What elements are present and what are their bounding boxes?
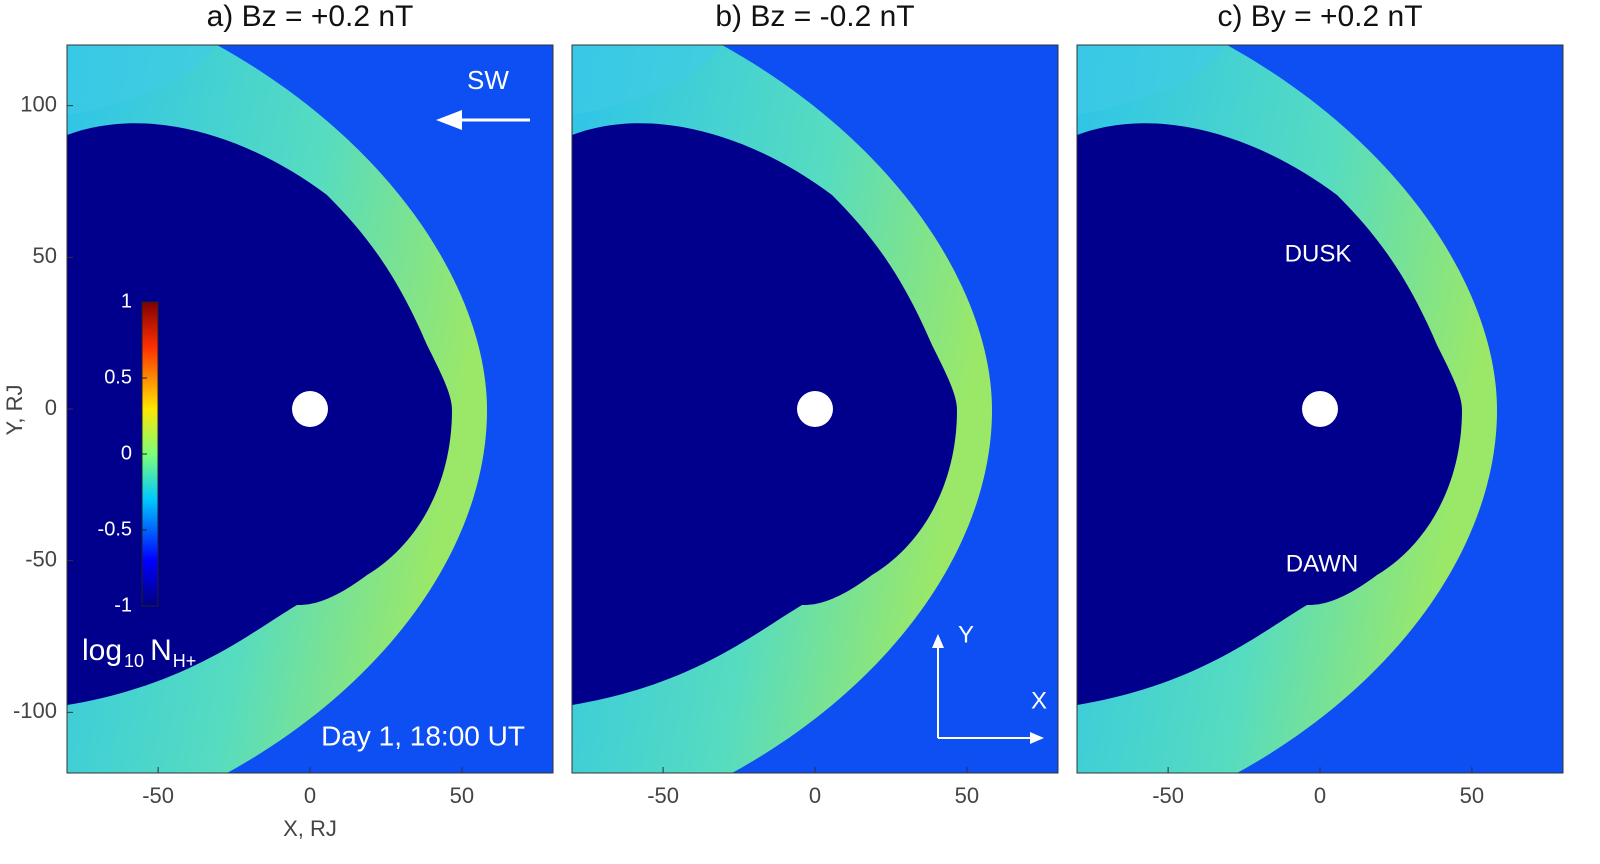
y-tick-label: 0: [45, 395, 57, 420]
x-tick-label: -50: [142, 783, 174, 808]
label-part: log: [82, 634, 122, 667]
planet: [797, 391, 833, 427]
x-tick-label: -50: [647, 783, 679, 808]
x-tick-label: 0: [304, 783, 316, 808]
colorbar-tick-label: -1: [114, 594, 132, 616]
arrow-head: [436, 110, 462, 130]
x-axis-label: X, RJ: [283, 816, 337, 841]
x-tick-label: 50: [450, 783, 474, 808]
x-tick-label: -50: [1152, 783, 1184, 808]
annotation: DAWN: [1286, 550, 1358, 577]
panel-title: b) Bz = -0.2 nT: [715, 0, 914, 33]
annotation: DUSK: [1285, 240, 1352, 267]
colorbar-tick-label: -0.5: [98, 518, 132, 540]
annotation: X: [1031, 687, 1047, 714]
label-part: 10: [124, 651, 144, 671]
annotation: Y: [958, 621, 974, 648]
panel-title: a) Bz = +0.2 nT: [207, 0, 414, 33]
x-tick-label: 0: [809, 783, 821, 808]
planet: [1302, 391, 1338, 427]
x-tick-label: 50: [955, 783, 979, 808]
colorbar-tick-label: 0: [121, 442, 132, 464]
label-part: N: [150, 634, 172, 667]
x-tick-label: 50: [1460, 783, 1484, 808]
y-tick-label: 50: [33, 243, 57, 268]
x-tick-label: 0: [1314, 783, 1326, 808]
arrow-head: [932, 634, 944, 648]
y-tick-label: -100: [13, 698, 57, 723]
annotation: Day 1, 18:00 UT: [321, 720, 525, 751]
label-part: H+: [173, 651, 197, 671]
colorbar-label: log 10 NH+: [82, 634, 196, 671]
annotation: SW: [467, 65, 509, 95]
panel-title: c) By = +0.2 nT: [1217, 0, 1422, 33]
y-tick-label: 100: [20, 91, 57, 116]
arrow-head: [1030, 732, 1044, 744]
y-tick-label: -50: [25, 546, 57, 571]
planet: [292, 391, 328, 427]
colorbar-tick-label: 1: [121, 290, 132, 312]
y-axis-label: Y, RJ: [2, 385, 27, 436]
colorbar-tick-label: 0.5: [104, 366, 132, 388]
